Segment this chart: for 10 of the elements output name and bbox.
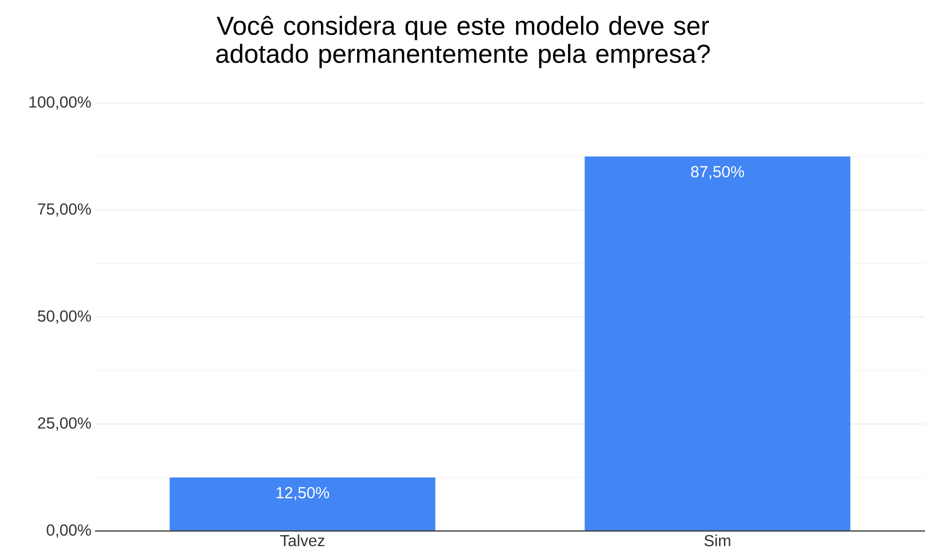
y-tick-label: 0,00% xyxy=(46,524,91,538)
x-tick-label: Sim xyxy=(704,534,730,546)
data-label: 87,50% xyxy=(691,166,744,180)
y-tick-label: 75,00% xyxy=(38,203,91,217)
y-tick-label: 25,00% xyxy=(38,417,91,431)
y-tick-label: 50,00% xyxy=(38,310,91,324)
x-tick-label: Talvez xyxy=(280,534,324,546)
data-label: 12,50% xyxy=(276,487,330,500)
y-tick-label: 100,00% xyxy=(30,96,91,110)
chart-title: Você considera que este modelo deve ser adotado permanentemente pela empresa? xyxy=(216,16,710,68)
